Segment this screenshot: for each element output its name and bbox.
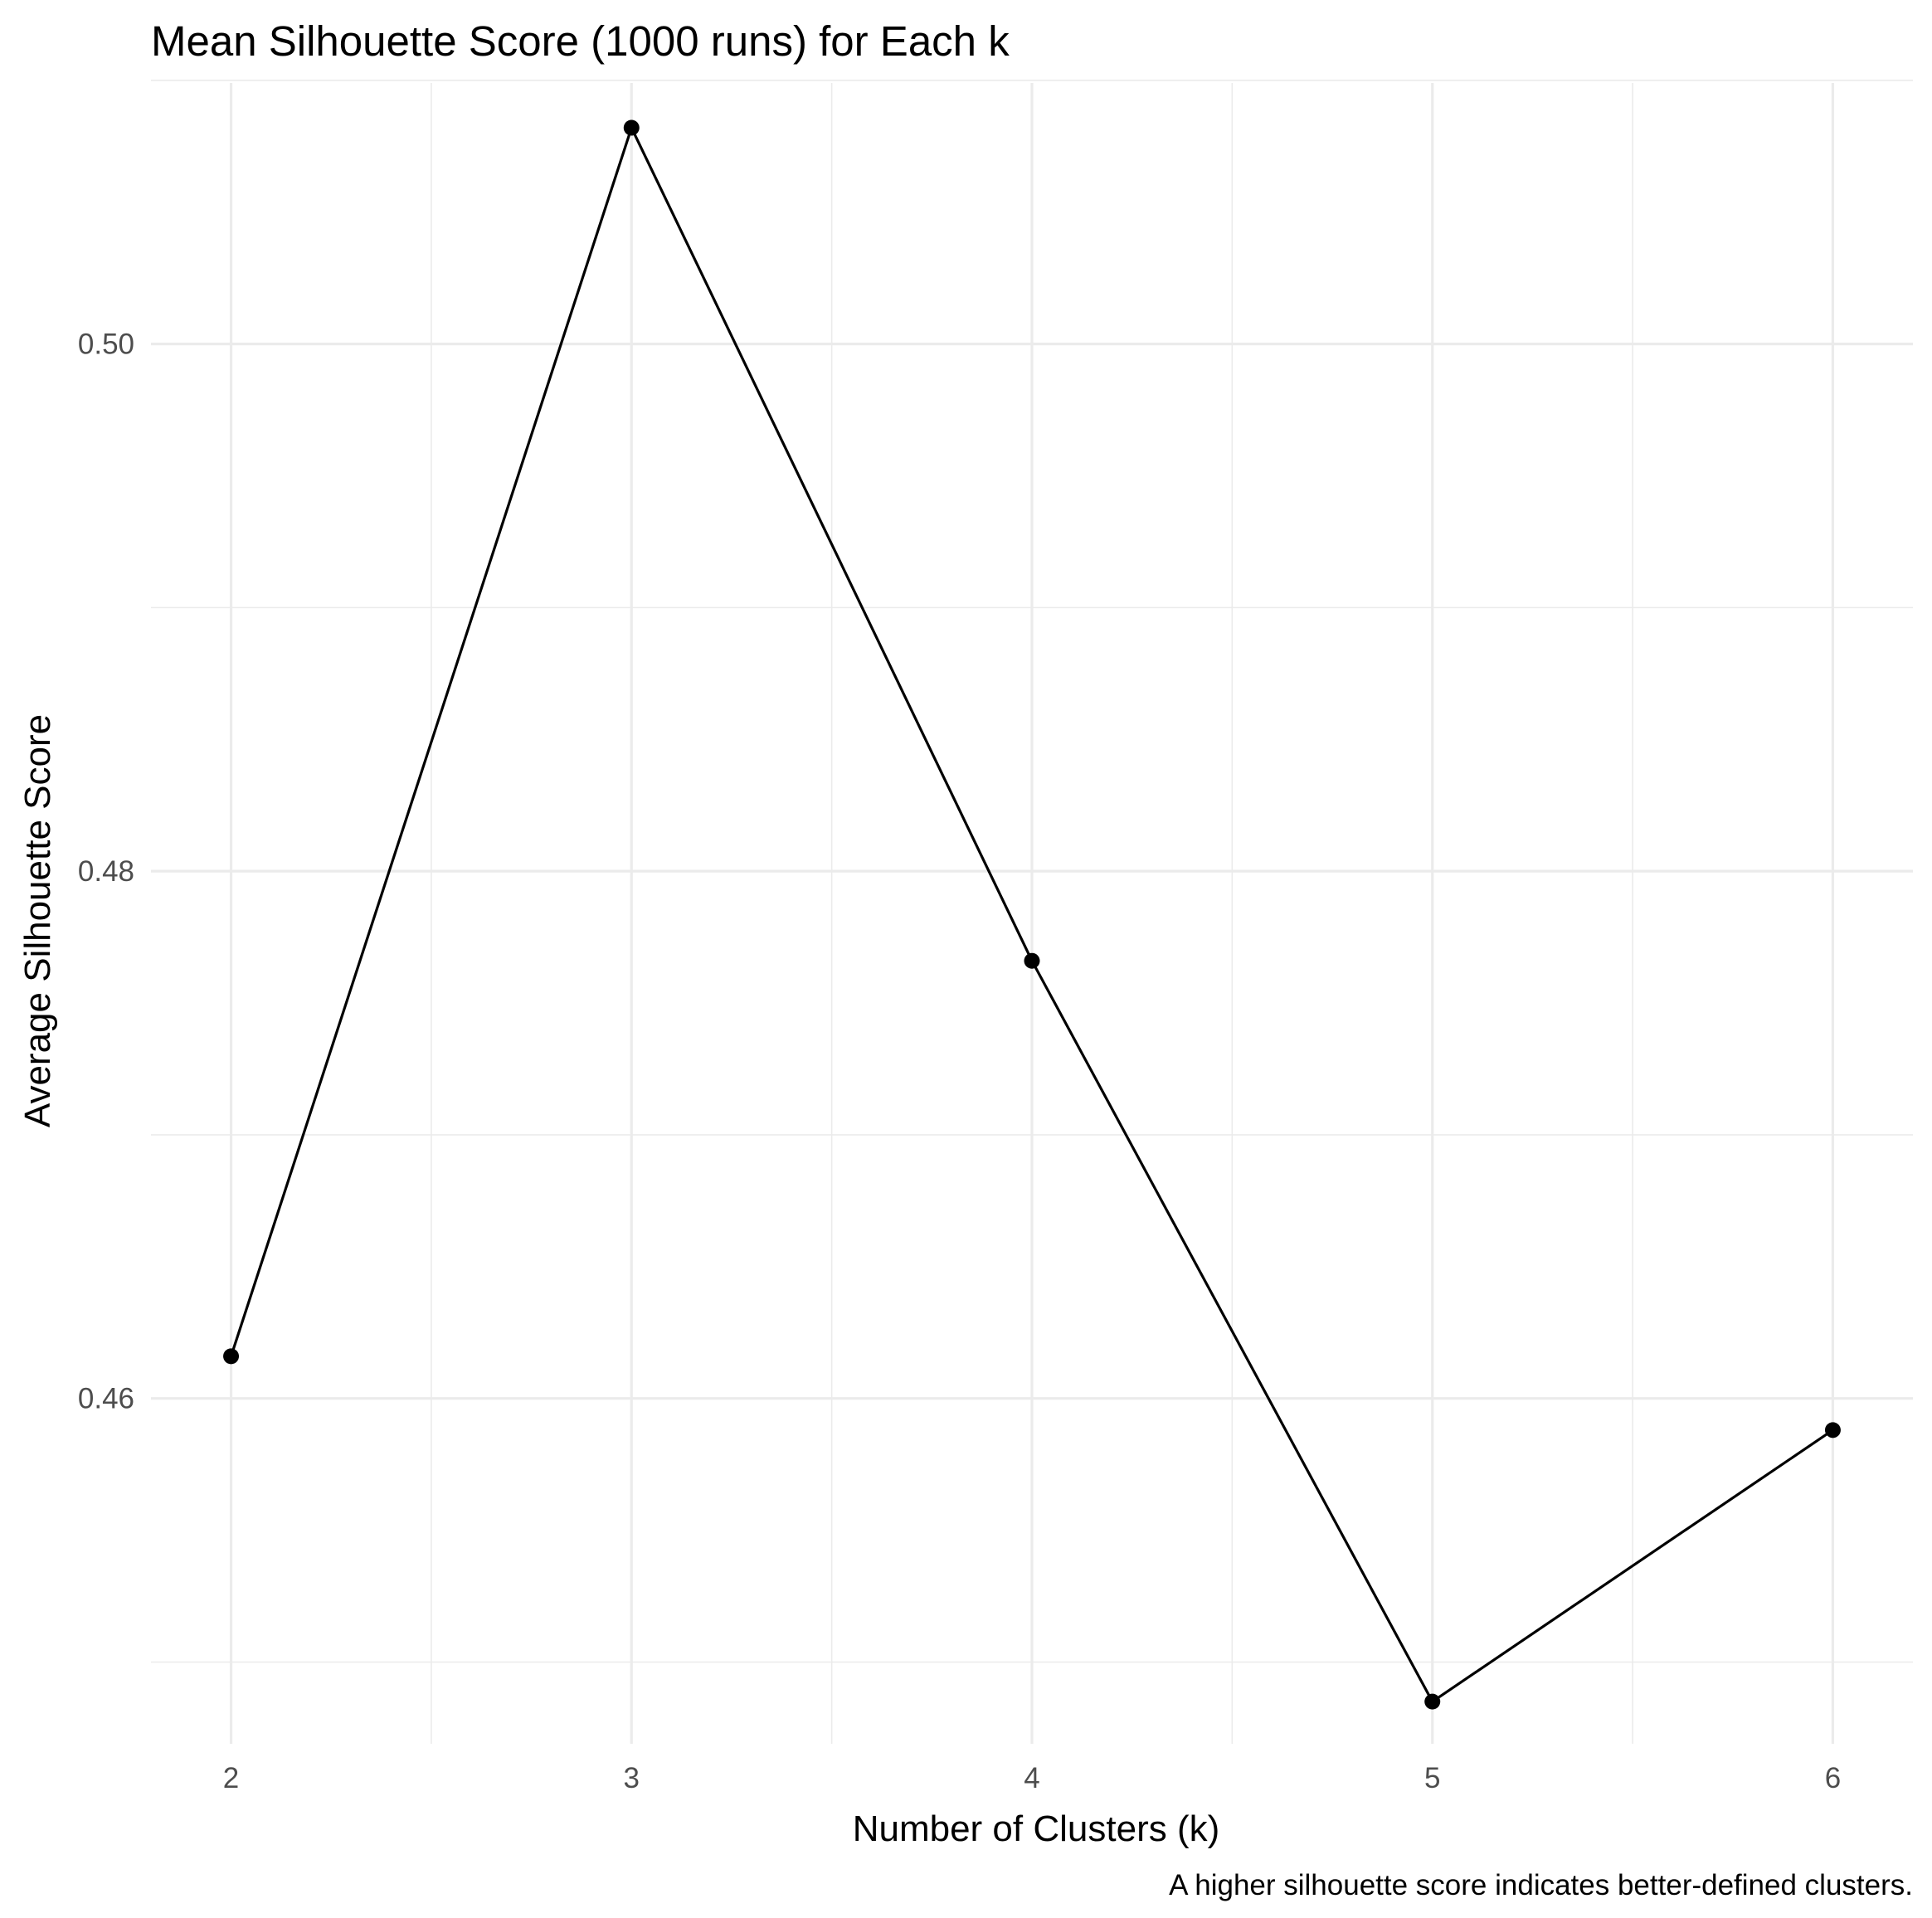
y-tick-label: 0.50 bbox=[78, 329, 134, 361]
data-point bbox=[1024, 952, 1040, 969]
x-tick-label: 5 bbox=[1424, 1762, 1440, 1794]
chart-title: Mean Silhouette Score (1000 runs) for Ea… bbox=[151, 17, 1010, 65]
x-tick-label: 6 bbox=[1825, 1762, 1841, 1794]
tick-labels: 2 3 4 5 6 0.46 0.48 0.50 bbox=[78, 329, 1841, 1794]
x-tick-label: 2 bbox=[223, 1762, 239, 1794]
data-point bbox=[223, 1348, 240, 1365]
data-point bbox=[623, 119, 640, 136]
chart-caption: A higher silhouette score indicates bett… bbox=[1169, 1869, 1913, 1901]
y-tick-label: 0.46 bbox=[78, 1383, 134, 1415]
x-tick-label: 3 bbox=[624, 1762, 640, 1794]
x-tick-label: 4 bbox=[1024, 1762, 1039, 1794]
major-gridlines bbox=[151, 83, 1913, 1744]
x-axis-title: Number of Clusters (k) bbox=[853, 1808, 1220, 1849]
y-tick-label: 0.48 bbox=[78, 855, 134, 888]
data-point bbox=[1824, 1422, 1841, 1438]
series-layer bbox=[223, 119, 1841, 1710]
data-point bbox=[1424, 1693, 1441, 1710]
y-axis-title: Average Silhouette Score bbox=[17, 714, 58, 1127]
